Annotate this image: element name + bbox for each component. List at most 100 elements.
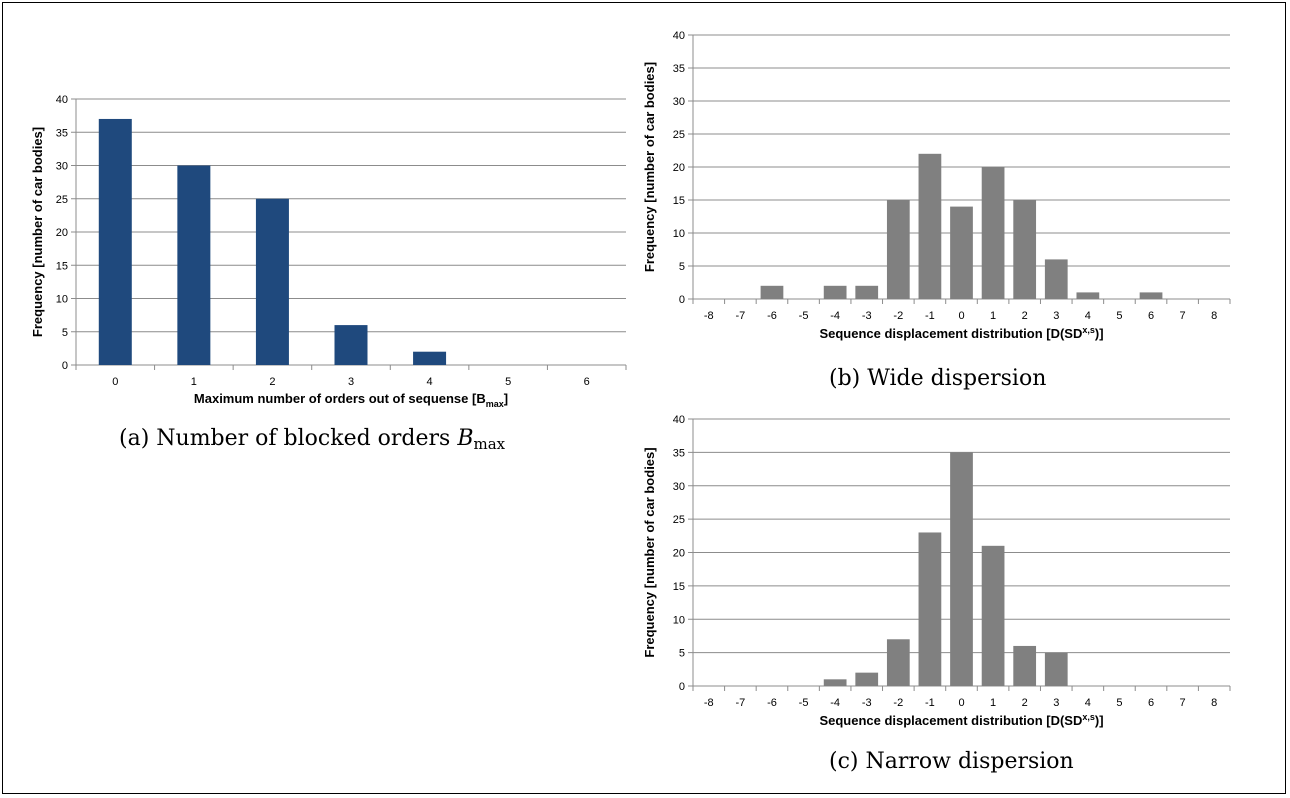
x-tick-label: -3 — [862, 697, 872, 709]
y-tick-label: 30 — [673, 481, 685, 493]
x-tick-label: 1 — [990, 310, 996, 322]
x-tick-label: -5 — [799, 310, 809, 322]
x-tick-label: 3 — [348, 376, 354, 388]
bar-0 — [950, 206, 973, 299]
y-tick-label: 15 — [673, 581, 685, 593]
bar-4 — [413, 351, 447, 365]
y-axis-label: Frequency [number of car bodies] — [642, 447, 657, 657]
y-tick-label: 15 — [56, 260, 68, 272]
x-tick-label: -6 — [767, 310, 777, 322]
caption-b-text: (b) Wide dispersion — [829, 366, 1047, 391]
bar--1 — [918, 532, 942, 686]
bar-3 — [1044, 259, 1068, 299]
y-tick-label: 25 — [673, 514, 685, 526]
x-tick-label: 1 — [191, 376, 197, 388]
chart-b: 0 5 10 15 20 25 30 35 40 -8 -7 -6 -5 -4 -3 -2 -1 0 1 2 3 4 5 6 7… — [642, 30, 1231, 341]
caption-a-text: (a) Number of blocked orders — [119, 426, 458, 451]
bar--2 — [886, 639, 910, 686]
x-tick-label: -4 — [830, 697, 840, 709]
y-tick-label: 20 — [56, 227, 68, 239]
y-tick-label: 0 — [679, 294, 685, 306]
x-tick-label: -1 — [925, 697, 935, 709]
x-tick-label: 2 — [1022, 697, 1028, 709]
x-tick-label: -2 — [893, 310, 903, 322]
chart-a: 0 5 10 15 20 25 30 35 40 0 1 2 3 4 5 6 Maximum number of… — [30, 94, 627, 409]
x-tick-label: 0 — [112, 376, 118, 388]
x-tick-label: 4 — [427, 376, 433, 388]
bar-0 — [98, 118, 132, 365]
x-tick-label: -7 — [735, 310, 745, 322]
x-tick-label: 6 — [1148, 697, 1154, 709]
bar-2 — [1013, 645, 1037, 686]
x-tick-label: 1 — [990, 697, 996, 709]
x-tick-label: -8 — [704, 697, 714, 709]
x-tick-label: -1 — [925, 310, 935, 322]
bar--1 — [918, 153, 942, 299]
bar--4 — [823, 679, 847, 686]
caption-a-var: B — [457, 426, 474, 451]
x-axis-label-end: ] — [504, 391, 508, 406]
bar-0 — [950, 452, 973, 686]
bar--3 — [855, 285, 879, 299]
x-tick-label: 6 — [1148, 310, 1154, 322]
x-tick-label: 6 — [584, 376, 590, 388]
x-axis-label-end: )] — [1095, 713, 1104, 728]
x-tick-label: 5 — [1116, 310, 1122, 322]
y-tick-label: 5 — [679, 648, 685, 660]
x-tick-label: -3 — [862, 310, 872, 322]
x-tick-label: 7 — [1180, 697, 1186, 709]
y-tick-label: 10 — [673, 228, 685, 240]
caption-c: (c) Narrow dispersion — [829, 749, 1074, 774]
chart-c: 0 5 10 15 20 25 30 35 40 -8 -7 -6 -5 -4 -3 -2 -1 0 1 2 3 4 5 6 7… — [642, 414, 1231, 728]
x-tick-label: -6 — [767, 697, 777, 709]
y-tick-label: 20 — [673, 548, 685, 560]
x-axis-label-main: Maximum number of orders out of sequense… — [194, 391, 486, 406]
x-tick-label: 2 — [1022, 310, 1028, 322]
bar-4 — [1076, 292, 1100, 299]
x-axis-label: Sequence displacement distribution [D(SD… — [819, 712, 1103, 728]
bar-1 — [981, 167, 1005, 299]
y-tick-label: 40 — [673, 30, 685, 42]
x-tick-label: 0 — [958, 697, 964, 709]
x-axis-label-sup: x,s — [1082, 712, 1095, 722]
bar-3 — [334, 325, 368, 365]
y-tick-label: 0 — [62, 360, 68, 372]
bar-3 — [1044, 652, 1068, 686]
bar--3 — [855, 672, 879, 686]
y-axis-label: Frequency [number of car bodies] — [30, 127, 45, 337]
y-tick-label: 40 — [56, 94, 68, 106]
bar--2 — [886, 200, 910, 299]
y-tick-label: 15 — [673, 195, 685, 207]
x-axis-label-main: Sequence displacement distribution [D(SD — [819, 326, 1082, 341]
x-axis-label: Sequence displacement distribution [D(SD… — [819, 325, 1103, 341]
y-tick-label: 35 — [673, 447, 685, 459]
bar--6 — [760, 285, 784, 299]
x-tick-label: 0 — [958, 310, 964, 322]
x-tick-label: 8 — [1211, 310, 1217, 322]
x-axis-label: Maximum number of orders out of sequense… — [194, 391, 508, 409]
x-tick-label: 4 — [1085, 310, 1091, 322]
x-tick-label: -4 — [830, 310, 840, 322]
x-tick-label: 8 — [1211, 697, 1217, 709]
y-tick-label: 10 — [673, 614, 685, 626]
caption-a: (a) Number of blocked orders Bmax — [119, 426, 505, 453]
x-tick-label: -7 — [735, 697, 745, 709]
x-axis-label-sup: x,s — [1082, 325, 1095, 335]
y-tick-label: 10 — [56, 294, 68, 306]
y-tick-label: 35 — [56, 127, 68, 139]
caption-c-text: (c) Narrow dispersion — [829, 749, 1074, 774]
x-tick-label: 5 — [505, 376, 511, 388]
y-tick-label: 30 — [673, 96, 685, 108]
x-tick-label: -8 — [704, 310, 714, 322]
y-tick-label: 40 — [673, 414, 685, 426]
y-tick-label: 25 — [673, 129, 685, 141]
bar-6 — [1139, 292, 1163, 299]
x-axis-label-main: Sequence displacement distribution [D(SD — [819, 713, 1082, 728]
caption-a-sub: max — [473, 435, 506, 453]
y-tick-label: 30 — [56, 161, 68, 173]
x-axis-label-end: )] — [1095, 326, 1104, 341]
x-tick-label: 5 — [1116, 697, 1122, 709]
x-tick-label: 7 — [1180, 310, 1186, 322]
x-tick-label: 4 — [1085, 697, 1091, 709]
